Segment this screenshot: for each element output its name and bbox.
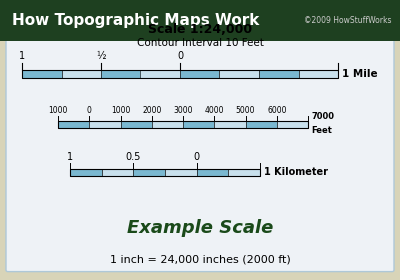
Bar bbox=[70, 169, 102, 176]
Bar bbox=[183, 121, 214, 128]
Bar bbox=[165, 169, 197, 176]
Text: 7000: 7000 bbox=[311, 112, 334, 121]
FancyBboxPatch shape bbox=[6, 39, 394, 272]
Bar bbox=[197, 169, 228, 176]
Text: ½: ½ bbox=[96, 51, 106, 61]
Bar bbox=[58, 121, 89, 128]
Bar bbox=[102, 169, 133, 176]
Text: 6000: 6000 bbox=[267, 106, 286, 115]
Text: Example Scale: Example Scale bbox=[127, 219, 273, 237]
Bar bbox=[133, 169, 165, 176]
Text: 5000: 5000 bbox=[236, 106, 255, 115]
Bar bbox=[62, 70, 101, 78]
Bar bbox=[277, 121, 308, 128]
Text: Scale 1:24,000: Scale 1:24,000 bbox=[148, 23, 252, 36]
Text: 1: 1 bbox=[67, 152, 73, 162]
Bar bbox=[101, 70, 140, 78]
Bar bbox=[298, 70, 338, 78]
Bar bbox=[120, 121, 152, 128]
Bar bbox=[140, 70, 180, 78]
Text: 3000: 3000 bbox=[173, 106, 193, 115]
Bar bbox=[70, 169, 260, 176]
Text: ©2009 HowStuffWorks: ©2009 HowStuffWorks bbox=[304, 16, 392, 25]
Text: 0.5: 0.5 bbox=[126, 152, 141, 162]
Text: 1000: 1000 bbox=[111, 106, 130, 115]
Bar bbox=[228, 169, 260, 176]
Text: 1000: 1000 bbox=[48, 106, 68, 115]
Bar bbox=[180, 70, 220, 78]
Bar bbox=[220, 70, 259, 78]
Text: 1 Kilometer: 1 Kilometer bbox=[264, 167, 328, 177]
Bar bbox=[152, 121, 183, 128]
Bar bbox=[0, 0, 400, 41]
Text: Feet: Feet bbox=[311, 126, 332, 135]
Bar bbox=[89, 121, 120, 128]
Bar bbox=[246, 121, 277, 128]
Text: 0: 0 bbox=[194, 152, 200, 162]
Text: 2000: 2000 bbox=[142, 106, 162, 115]
Bar bbox=[22, 70, 62, 78]
Bar bbox=[214, 121, 246, 128]
Text: 0: 0 bbox=[87, 106, 92, 115]
Bar bbox=[259, 70, 298, 78]
Text: 4000: 4000 bbox=[204, 106, 224, 115]
Text: 1: 1 bbox=[19, 51, 25, 61]
Text: 0: 0 bbox=[177, 51, 183, 61]
Text: 1 inch = 24,000 inches (2000 ft): 1 inch = 24,000 inches (2000 ft) bbox=[110, 254, 290, 264]
Text: 1 Mile: 1 Mile bbox=[342, 69, 378, 79]
Bar bbox=[22, 70, 338, 78]
Text: How Topographic Maps Work: How Topographic Maps Work bbox=[12, 13, 259, 28]
Text: Contour Interval 10 Feet: Contour Interval 10 Feet bbox=[136, 38, 264, 48]
Bar bbox=[58, 121, 308, 128]
